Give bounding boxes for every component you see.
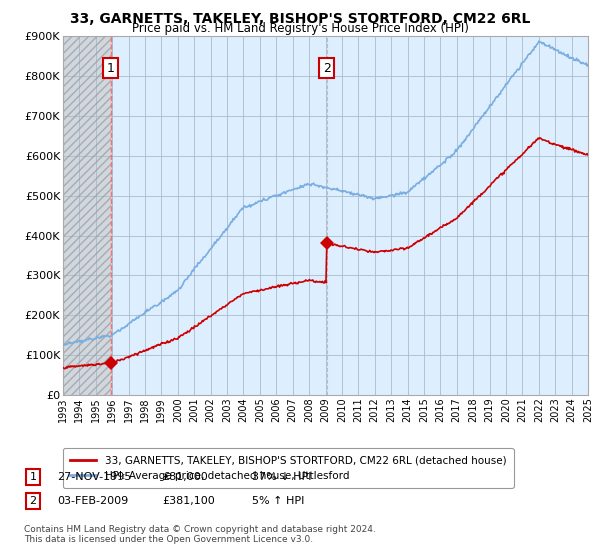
Text: 1: 1 bbox=[107, 62, 115, 74]
Text: £381,100: £381,100 bbox=[162, 496, 215, 506]
Text: 1: 1 bbox=[29, 472, 37, 482]
Bar bbox=[63, 36, 111, 395]
Text: 2: 2 bbox=[323, 62, 331, 74]
Bar bbox=[63, 36, 111, 395]
Text: Price paid vs. HM Land Registry's House Price Index (HPI): Price paid vs. HM Land Registry's House … bbox=[131, 22, 469, 35]
Text: This data is licensed under the Open Government Licence v3.0.: This data is licensed under the Open Gov… bbox=[24, 535, 313, 544]
Text: 03-FEB-2009: 03-FEB-2009 bbox=[57, 496, 128, 506]
Text: 37% ↓ HPI: 37% ↓ HPI bbox=[252, 472, 311, 482]
Legend: 33, GARNETTS, TAKELEY, BISHOP'S STORTFORD, CM22 6RL (detached house), HPI: Avera: 33, GARNETTS, TAKELEY, BISHOP'S STORTFOR… bbox=[63, 449, 514, 488]
Text: 33, GARNETTS, TAKELEY, BISHOP'S STORTFORD, CM22 6RL: 33, GARNETTS, TAKELEY, BISHOP'S STORTFOR… bbox=[70, 12, 530, 26]
Text: 27-NOV-1995: 27-NOV-1995 bbox=[57, 472, 131, 482]
Text: £81,000: £81,000 bbox=[162, 472, 208, 482]
Text: 5% ↑ HPI: 5% ↑ HPI bbox=[252, 496, 304, 506]
Text: Contains HM Land Registry data © Crown copyright and database right 2024.: Contains HM Land Registry data © Crown c… bbox=[24, 525, 376, 534]
Text: 2: 2 bbox=[29, 496, 37, 506]
